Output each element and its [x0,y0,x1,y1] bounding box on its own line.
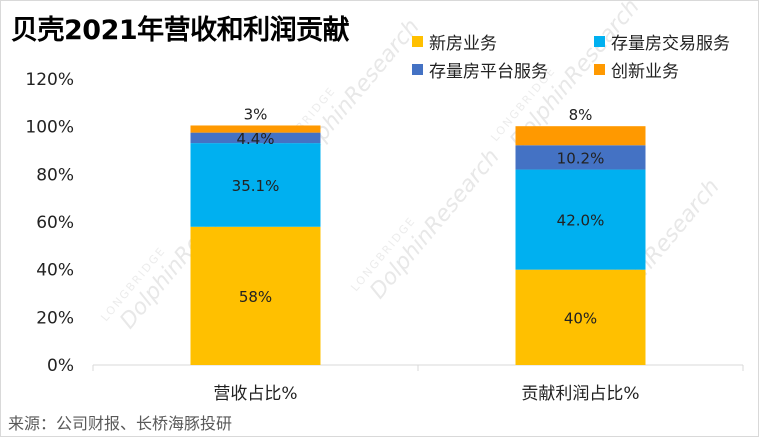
legend-swatch-existing-platform [412,64,423,75]
chart-title: 贝壳2021年营收和利润贡献 [11,15,350,46]
y-tick-label: 0% [47,356,74,376]
y-tick-label: 40% [36,261,74,281]
data-label: 42.0% [557,212,605,230]
legend-label-existing-transaction: 存量房交易服务 [611,34,730,54]
y-tick-label: 100% [25,118,74,138]
legend-label-existing-platform: 存量房平台服务 [429,62,548,82]
watermark-text: DolphinResearch [365,145,504,304]
bar-segment [190,226,321,365]
legend-label-new-home: 新房业务 [429,34,497,54]
data-label: 10.2% [557,149,605,167]
x-category-label: 贡献利润占比% [521,384,639,404]
x-category-label: 营收占比% [213,384,297,404]
y-tick-label: 120% [25,70,74,90]
y-tick-label: 80% [36,165,74,185]
source-note: 来源：公司财报、长桥海豚投研 [8,414,233,433]
y-tick-label: 60% [36,213,74,233]
legend-swatch-existing-transaction [594,36,605,47]
legend-item-innovation: 创新业务 [594,57,679,82]
bar-segment [515,126,646,146]
bar-segment [515,269,646,365]
legend-swatch-new-home [412,36,423,47]
data-label: 3% [244,105,268,123]
bar-segment [190,132,321,144]
data-label: 8% [569,106,593,124]
bar-segment [190,143,321,227]
y-tick-label: 20% [36,308,74,328]
legend-item-existing-platform: 存量房平台服务 [412,57,548,82]
legend-item-existing-transaction: 存量房交易服务 [594,29,730,54]
data-label: 58% [239,288,272,306]
legend-item-new-home: 新房业务 [412,29,497,54]
data-label: 40% [564,309,597,327]
bar-segment [515,169,646,270]
legend-label-innovation: 创新业务 [611,62,679,82]
data-label: 35.1% [232,177,280,195]
legend-swatch-innovation [594,64,605,75]
chart-legend: 新房业务 存量房交易服务 存量房平台服务 创新业务 [412,29,757,83]
data-label: 4.4% [236,130,274,148]
bar-segment [515,145,646,170]
bar-segment [190,125,321,133]
